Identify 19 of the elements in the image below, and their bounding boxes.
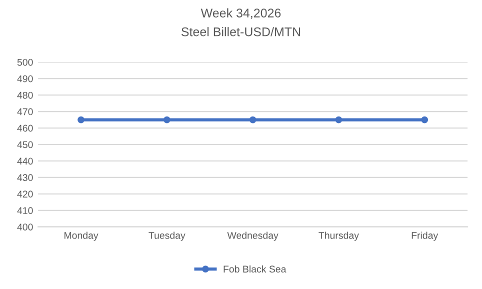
x-tick-label: Wednesday — [227, 232, 278, 241]
y-tick-label: 470 — [17, 108, 33, 116]
x-tick-label: Tuesday — [148, 232, 186, 241]
y-tick-label: 460 — [17, 124, 33, 132]
chart-title: Week 34,2026 — [200, 8, 281, 19]
y-tick-label: 480 — [17, 92, 33, 99]
x-tick-label: Monday — [64, 232, 98, 241]
y-tick-label: 450 — [17, 141, 33, 148]
x-tick-label: Friday — [412, 232, 438, 241]
chart-subtitle: Steel Billet-USD/MTN — [181, 27, 300, 36]
y-tick-label: 500 — [17, 58, 33, 66]
x-tick-label: Thursday — [318, 232, 359, 241]
y-tick-label: 410 — [17, 207, 33, 214]
y-tick-label: 490 — [17, 75, 33, 82]
legend-label: Fob Black Sea — [224, 265, 286, 273]
y-tick-label: 440 — [17, 158, 33, 165]
y-tick-label: 400 — [17, 224, 33, 230]
y-tick-label: 430 — [17, 174, 33, 182]
y-tick-label: 420 — [17, 190, 33, 198]
